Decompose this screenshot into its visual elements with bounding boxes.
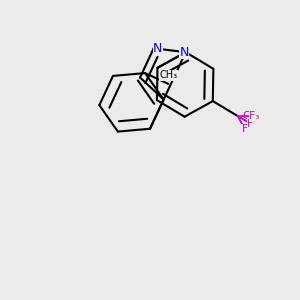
Text: N: N [153,42,163,55]
Text: N: N [179,46,189,59]
Text: F: F [247,118,253,128]
Text: CH₃: CH₃ [159,70,177,80]
Text: F: F [249,111,255,121]
Text: CF₃: CF₃ [242,111,259,121]
Text: F: F [242,124,248,134]
